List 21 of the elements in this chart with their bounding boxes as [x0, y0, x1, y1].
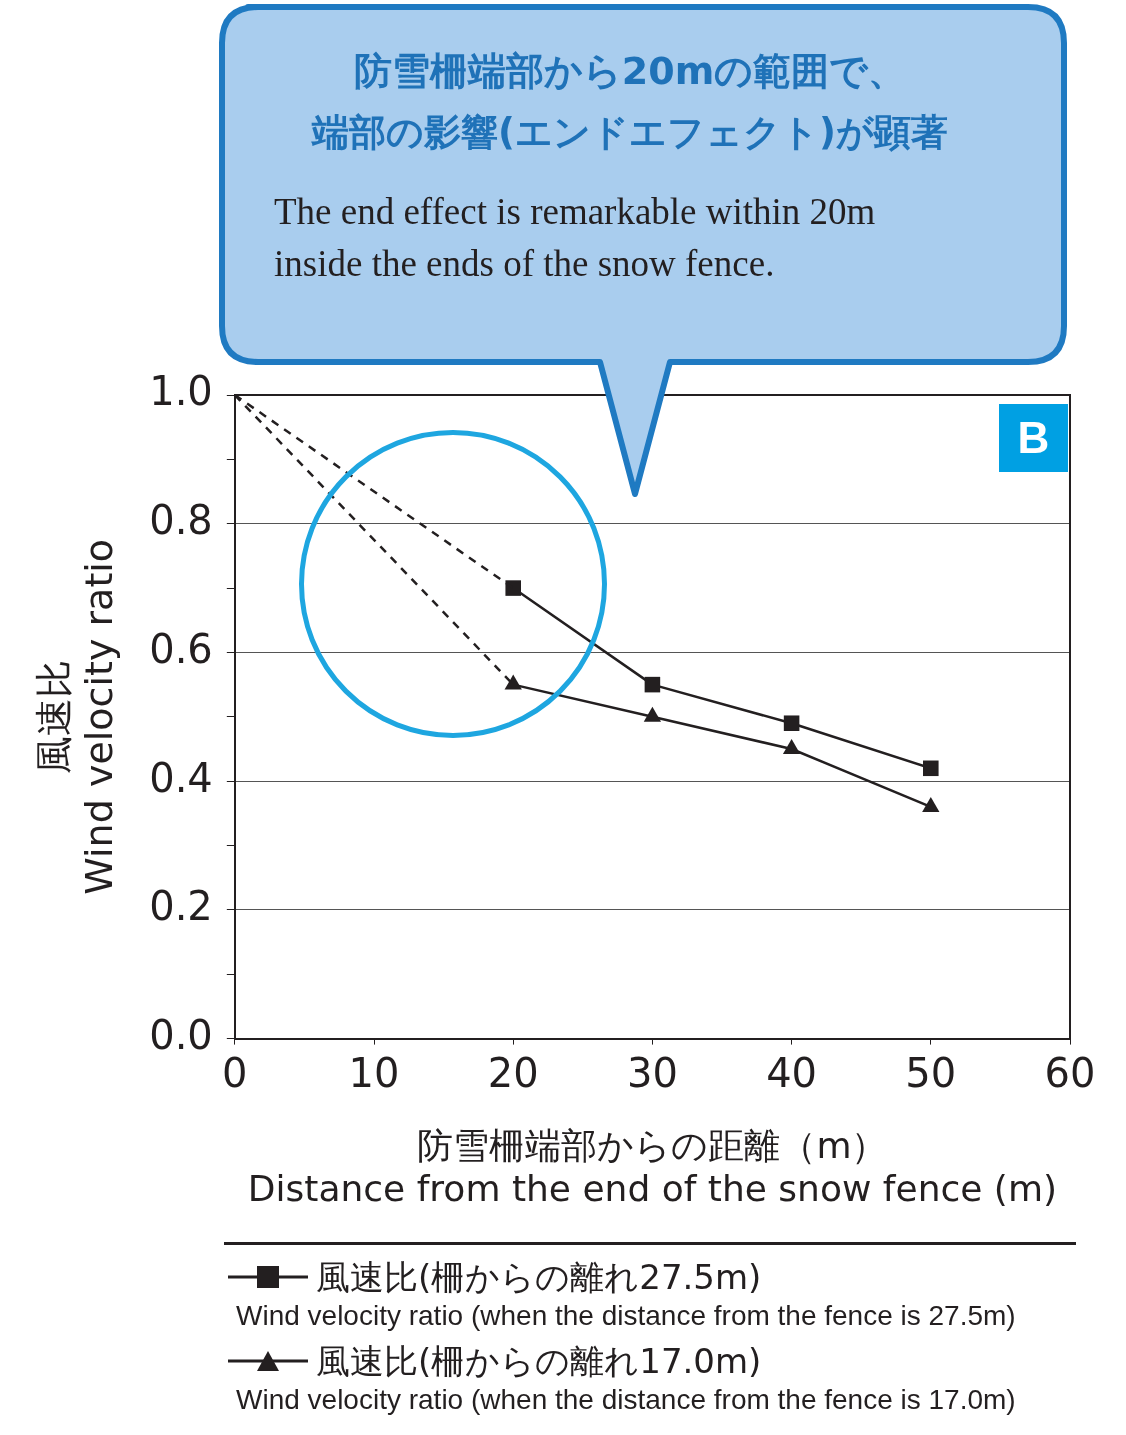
x-tick-label: 60	[1044, 1049, 1096, 1096]
x-tick-label: 30	[626, 1049, 678, 1096]
x-tick-label: 20	[487, 1049, 539, 1096]
y-tick-label: 1.0	[149, 368, 213, 415]
legend-label: 風速比(柵からの離れ17.0m) Wind velocity ratio (when the distance from the fence is 17.0m)	[236, 1340, 1017, 1417]
text: 防雪柵端部から20mの範囲で、	[352, 48, 908, 95]
legend-label: 風速比(柵からの離れ27.5m) Wind velocity ratio (when the distance from the fence is 27.5m)	[236, 1256, 1017, 1333]
annotation: B	[999, 404, 1068, 472]
x-tick-label: 0	[222, 1049, 248, 1096]
y-tick-label: 0.0	[149, 1011, 213, 1058]
y-tick-label: 0.4	[149, 754, 213, 801]
y-axis-title: 風速比 Wind velocity ratio	[31, 538, 122, 895]
x-tick-label: 50	[905, 1049, 957, 1096]
x-tick-label: 10	[348, 1049, 400, 1096]
y-tick-label: 0.8	[149, 497, 213, 544]
x-tick-label: 40	[766, 1049, 818, 1096]
y-tick-label: 0.2	[149, 883, 213, 930]
text: 端部の影響(エンドエフェクト)が顕著	[310, 110, 949, 156]
x-axis-title: 防雪柵端部からの距離（m） Distance from the end of the snow fence (m)	[247, 1124, 1058, 1209]
text: The end effect is remarkable within 20m inside the ends of the snow fence.	[274, 190, 876, 286]
y-tick-label: 0.6	[149, 625, 213, 672]
